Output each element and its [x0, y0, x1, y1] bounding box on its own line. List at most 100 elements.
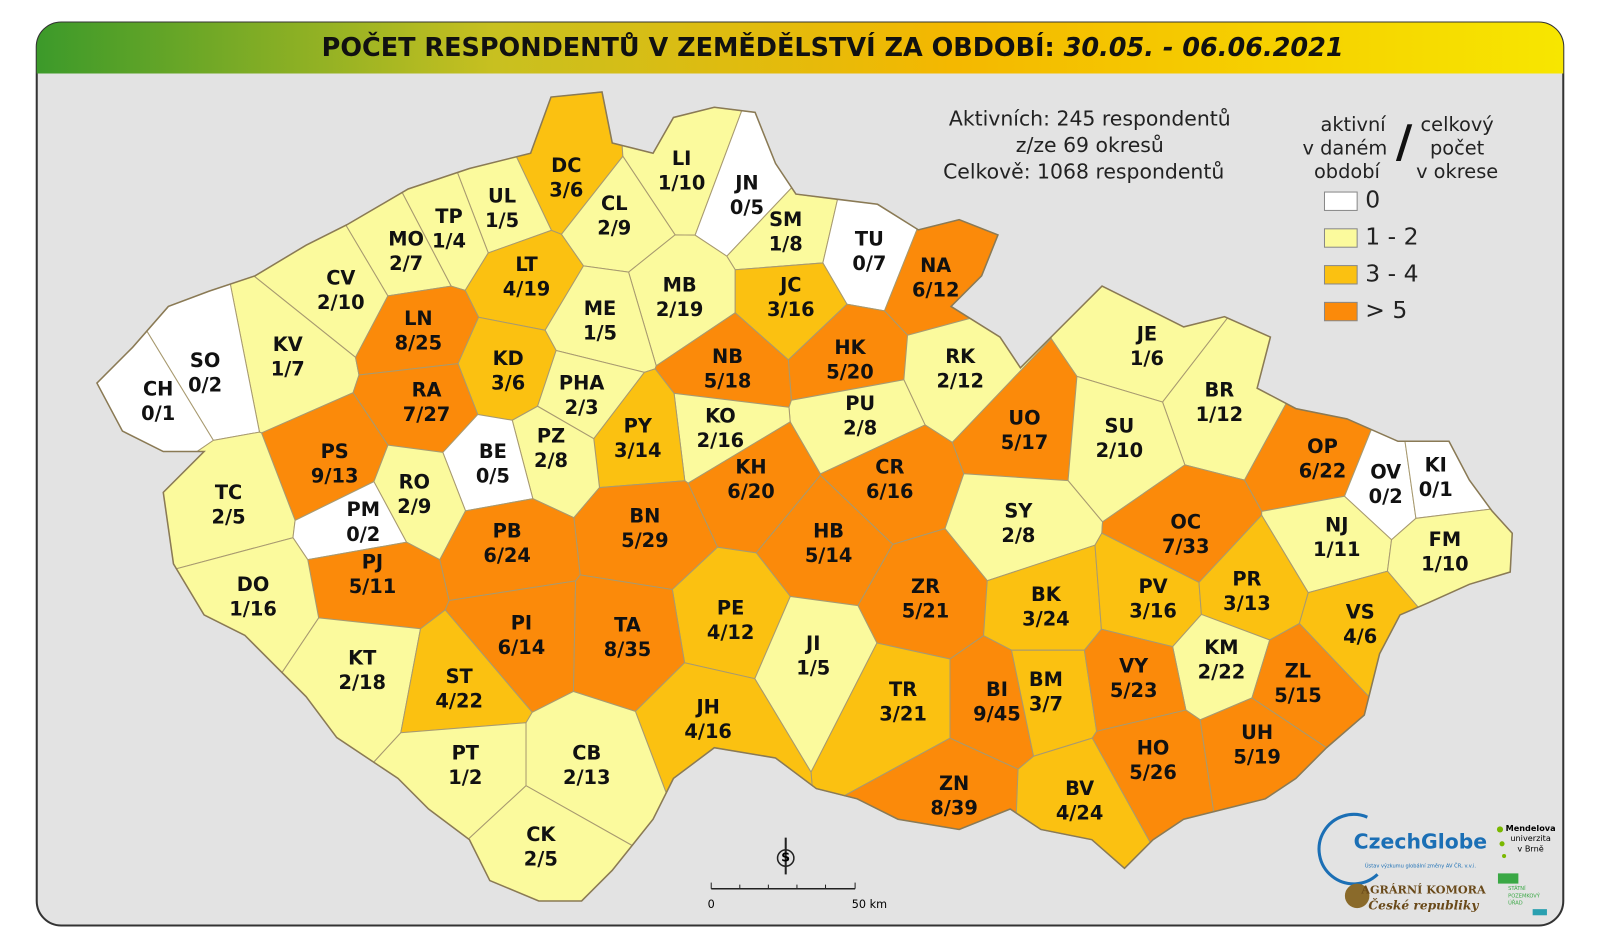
district-value: 2/19 — [656, 298, 704, 321]
district-value: 2/18 — [338, 671, 386, 694]
district-code: ST — [446, 665, 474, 688]
scale-start: 0 — [708, 898, 715, 911]
district-code: RK — [945, 345, 976, 368]
legend-label: > 5 — [1365, 296, 1407, 324]
district-code: UO — [1008, 406, 1040, 429]
district-code: RO — [399, 471, 430, 494]
district-code: NJ — [1325, 514, 1348, 537]
district-code: JI — [804, 632, 820, 655]
district-value: 9/45 — [973, 703, 1021, 726]
district-code: CV — [326, 266, 355, 289]
legend-swatch — [1323, 228, 1358, 248]
district-value: 3/16 — [767, 298, 815, 321]
district-code: KD — [493, 347, 524, 370]
legend-swatch — [1323, 191, 1358, 211]
district-code: TU — [855, 228, 884, 251]
district-code: HO — [1137, 736, 1170, 759]
logo-ring — [1317, 812, 1379, 886]
district-code: UL — [488, 185, 516, 208]
district-value: 1/16 — [229, 597, 277, 620]
district-code: JC — [778, 274, 801, 297]
district-value: 2/12 — [936, 370, 984, 393]
logo-mendelu: univerzita — [1510, 833, 1551, 843]
district-code: VS — [1346, 600, 1375, 623]
district-code: KO — [705, 404, 736, 427]
logo-spu: POZEMKOVÝ — [1508, 892, 1541, 899]
district-code: CK — [526, 823, 556, 846]
district-code: KV — [273, 333, 303, 356]
district-code: PJ — [362, 550, 383, 573]
district-value: 2/9 — [597, 216, 631, 239]
district-value: 0/5 — [476, 465, 510, 488]
district-code: PV — [1138, 575, 1167, 598]
district-value: 1/6 — [1130, 347, 1164, 370]
district-value: 4/22 — [435, 689, 483, 712]
district-value: 5/14 — [805, 544, 853, 567]
district-code: LT — [515, 253, 538, 276]
district-value: 8/35 — [604, 638, 652, 661]
district-value: 5/29 — [621, 529, 669, 552]
district-value: 4/12 — [707, 621, 755, 644]
legend-heading: celkový — [1421, 113, 1494, 136]
district-value: 2/5 — [212, 505, 246, 528]
legend-label: 3 - 4 — [1365, 259, 1418, 287]
district-value: 1/11 — [1313, 538, 1361, 561]
district-value: 2/5 — [524, 848, 558, 871]
legend-label: 0 — [1365, 186, 1380, 214]
north-arrow: S — [776, 837, 795, 875]
district-code: PT — [452, 741, 480, 764]
district-code: BK — [1031, 583, 1062, 606]
legend-heading: období — [1314, 160, 1381, 183]
district-value: 0/1 — [141, 402, 175, 425]
district-code: PB — [493, 520, 522, 543]
logo-mendelu: Mendelova — [1506, 823, 1556, 833]
district-code: SM — [769, 208, 802, 231]
district-value: 1/2 — [448, 766, 482, 789]
district-value: 1/4 — [432, 230, 466, 253]
legend-heading: aktivní — [1320, 113, 1386, 136]
district-value: 6/14 — [498, 636, 546, 659]
district-value: 5/18 — [704, 370, 752, 393]
legend: 0 1 - 2 3 - 4 > 5 — [1323, 186, 1419, 324]
district-code: CR — [875, 455, 904, 478]
scale-end: 50 km — [852, 898, 887, 911]
district-value: 3/6 — [491, 372, 525, 395]
district-value: 6/22 — [1299, 459, 1347, 482]
stat-line: Celkově: 1068 respondentů — [943, 160, 1224, 184]
district-code: PZ — [537, 425, 565, 448]
district-code: NA — [920, 254, 951, 277]
district-value: 3/14 — [614, 439, 662, 462]
district-code: PU — [845, 392, 875, 415]
logos: CzechGlobe Ústav výzkumu globální změny … — [1317, 812, 1556, 916]
district-value: 3/7 — [1029, 692, 1063, 715]
legend-heading: v okrese — [1416, 160, 1498, 183]
district-code: SO — [190, 349, 220, 372]
district-code: TC — [215, 481, 242, 504]
district-value: 2/22 — [1198, 661, 1246, 684]
district-code: TR — [889, 678, 917, 701]
district-code: FM — [1429, 528, 1461, 551]
district-value: 1/10 — [1421, 552, 1469, 575]
district-value: 6/16 — [866, 480, 914, 503]
legend-heading: počet — [1430, 137, 1485, 160]
district-code: MO — [388, 228, 424, 251]
district-value: 4/6 — [1343, 625, 1377, 648]
logo-agrarni: AGRÁRNÍ KOMORA — [1360, 883, 1486, 897]
district-value: 0/7 — [852, 252, 886, 275]
district-value: 2/16 — [697, 429, 745, 452]
district-value: 0/5 — [730, 196, 764, 219]
district-code: SY — [1004, 499, 1033, 522]
district-code: ZR — [911, 575, 940, 598]
district-value: 2/8 — [1001, 524, 1035, 547]
district-layer — [95, 91, 1514, 902]
district-value: 6/12 — [912, 279, 960, 302]
district-code: PI — [511, 612, 532, 635]
district-value: 3/6 — [549, 179, 583, 202]
north-label: S — [781, 851, 790, 865]
district-value: 0/2 — [1369, 485, 1403, 508]
logo-spu: ÚŘAD — [1508, 899, 1523, 907]
district-code: PHA — [559, 372, 604, 395]
district-value: 8/25 — [395, 332, 443, 355]
